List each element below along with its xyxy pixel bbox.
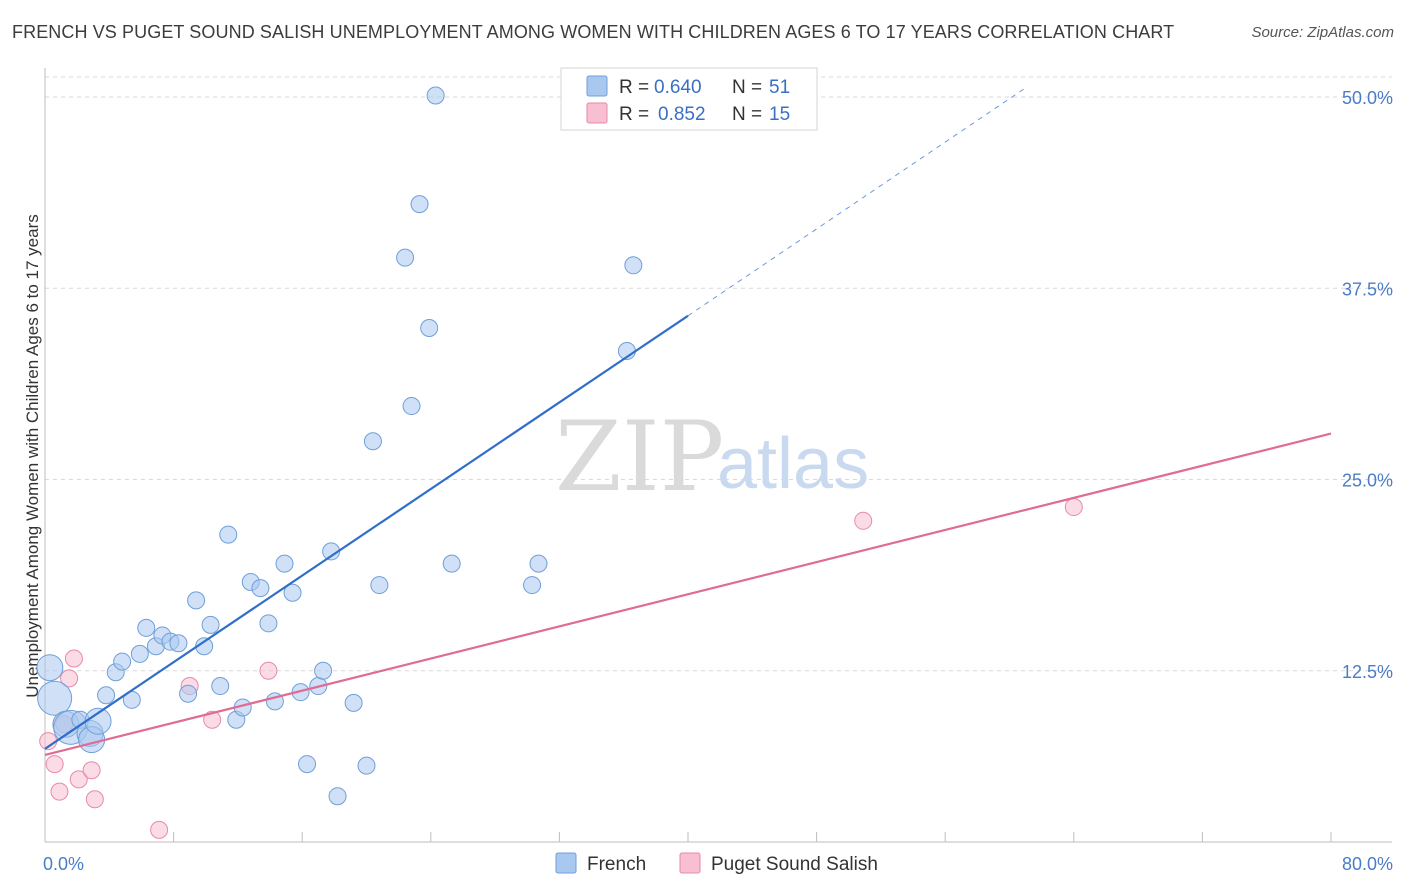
french-point-47 <box>442 554 461 573</box>
salish-point-11 <box>203 710 222 729</box>
bottom-legend-label-french: French <box>587 854 646 875</box>
salish-point-1 <box>45 755 64 774</box>
french-point-45 <box>420 319 439 338</box>
salish-point-14 <box>1064 498 1083 517</box>
y-tick-labels: 12.5% 25.0% 37.5% 50.0% <box>1342 88 1393 682</box>
axes <box>44 68 1392 843</box>
legend-r-label-salish: R = <box>619 104 649 125</box>
french-point-44 <box>410 195 429 214</box>
trend-lines <box>44 87 1332 756</box>
watermark: ZIP atlas <box>555 401 869 513</box>
salish-points <box>39 498 1083 839</box>
french-point-28 <box>259 614 278 633</box>
y-tick-label-0: 12.5% <box>1342 662 1393 682</box>
french-point-30 <box>275 554 294 573</box>
french-point-31 <box>283 583 302 602</box>
y-tick-label-1: 25.0% <box>1342 471 1393 491</box>
french-point-49 <box>529 554 548 573</box>
french-point-8 <box>97 686 116 705</box>
salish-point-12 <box>259 661 278 680</box>
x-tick-label-0: 0.0% <box>43 854 84 874</box>
legend-n-label-salish: N = <box>732 104 762 125</box>
french-point-1 <box>37 680 73 716</box>
french-point-33 <box>298 755 317 774</box>
french-point-37 <box>328 787 347 806</box>
french-trend-line <box>44 314 689 750</box>
french-point-13 <box>137 618 156 637</box>
x-tick-labels: 0.0% 80.0% <box>43 854 1393 874</box>
french-point-51 <box>624 256 643 275</box>
salish-point-7 <box>82 761 101 780</box>
legend-n-value-salish: 15 <box>769 104 790 125</box>
french-point-23 <box>219 525 238 544</box>
legend-r-value-french: 0.640 <box>654 77 702 98</box>
legend: R = 0.640 N = 51 R = 0.852 N = 15 <box>560 67 818 131</box>
french-point-39 <box>357 756 376 775</box>
salish-point-4 <box>60 669 79 688</box>
bottom-legend-swatch-salish <box>679 852 701 874</box>
french-point-40 <box>363 432 382 451</box>
bottom-legend-label-salish: Puget Sound Salish <box>711 854 878 875</box>
legend-swatch-salish <box>586 102 608 124</box>
french-point-43 <box>402 397 421 416</box>
french-trend-extension <box>687 87 1026 317</box>
french-point-12 <box>130 644 149 663</box>
legend-n-label-french: N = <box>732 77 762 98</box>
y-tick-label-2: 37.5% <box>1342 279 1393 299</box>
x-tick-label-1: 80.0% <box>1342 854 1393 874</box>
french-points <box>36 86 643 806</box>
salish-point-5 <box>64 649 83 668</box>
french-point-42 <box>396 248 415 267</box>
french-point-19 <box>187 591 206 610</box>
y-tick-label-3: 50.0% <box>1342 88 1393 108</box>
french-point-48 <box>523 576 542 595</box>
chart-title: FRENCH VS PUGET SOUND SALISH UNEMPLOYMEN… <box>12 22 1175 42</box>
source-credit: Source: ZipAtlas.com <box>1251 24 1394 41</box>
salish-point-8 <box>85 790 104 809</box>
bottom-legend-swatch-french <box>555 852 577 874</box>
french-point-38 <box>344 693 363 712</box>
french-point-27 <box>251 579 270 598</box>
french-point-0 <box>36 654 64 682</box>
salish-point-2 <box>50 782 69 801</box>
bottom-legend: French Puget Sound Salish <box>555 852 878 875</box>
legend-n-value-french: 51 <box>769 77 790 98</box>
french-point-21 <box>201 615 220 634</box>
watermark-zip: ZIP <box>555 401 724 513</box>
french-point-18 <box>179 684 198 703</box>
french-point-17 <box>169 634 188 653</box>
french-point-35 <box>314 661 333 680</box>
salish-point-9 <box>150 820 169 839</box>
french-point-10 <box>113 652 132 671</box>
watermark-atlas: atlas <box>717 424 869 504</box>
french-point-46 <box>426 86 445 105</box>
legend-r-value-salish: 0.852 <box>658 104 706 125</box>
legend-swatch-french <box>586 75 608 97</box>
y-axis-label: Unemployment Among Women with Children A… <box>23 214 42 698</box>
salish-trend-line <box>44 432 1332 756</box>
salish-point-6 <box>69 770 88 789</box>
french-point-41 <box>370 576 389 595</box>
salish-point-13 <box>854 511 873 530</box>
french-point-22 <box>211 677 230 696</box>
legend-r-label-french: R = <box>619 77 649 98</box>
